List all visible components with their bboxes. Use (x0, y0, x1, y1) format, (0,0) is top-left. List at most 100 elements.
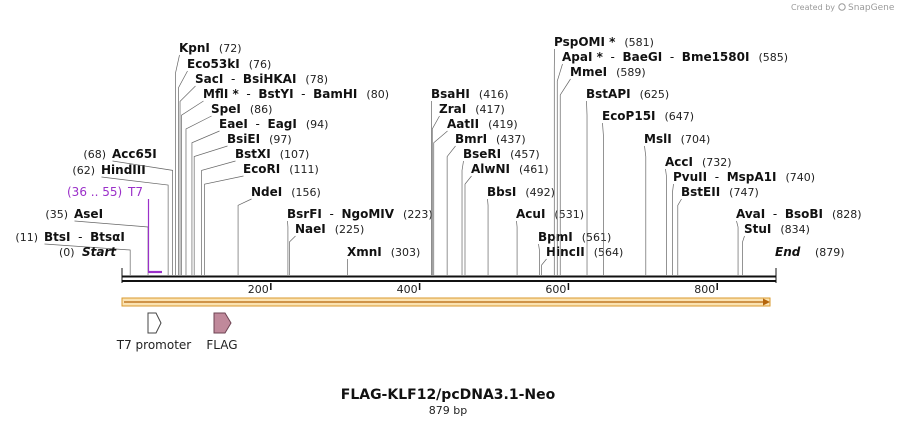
site-label: AatII (419) (447, 117, 518, 131)
site-label: AseI (74, 207, 103, 221)
site-name: StuI (744, 222, 771, 236)
site-label: HindIII (101, 163, 146, 177)
site-msli[interactable]: MslI (704) (644, 132, 710, 275)
site-ecori[interactable]: EcoRI (111) (204, 162, 319, 275)
site-name: XmnI (347, 245, 382, 259)
site-hincii[interactable]: HincII (564) (541, 245, 624, 275)
site-name: AcuI (516, 207, 545, 221)
site-label: MflI * - BstYI - BamHI (80) (203, 87, 389, 101)
site-naei[interactable]: NaeI (225) (289, 222, 364, 275)
site-kpni[interactable]: KpnI (72) (175, 41, 242, 275)
primer-t7-label: T7 (127, 185, 143, 199)
site-saci[interactable]: SacI - BsiHKAI (78) (179, 72, 328, 275)
site-pspomi[interactable]: PspOMI * (581) (553, 35, 654, 275)
site-name: NaeI (295, 222, 326, 236)
site-zrai[interactable]: ZraI (417) (431, 102, 505, 275)
site-bsteii[interactable]: BstEII (747) (677, 185, 759, 275)
primer-t7[interactable]: (36 .. 55) T7 (67, 185, 162, 274)
site-name-separator: - (248, 117, 268, 131)
site-leader-line (602, 122, 604, 275)
site-position: (86) (250, 103, 273, 116)
site-leader-line (185, 115, 212, 275)
site-mmei[interactable]: MmeI (589) (559, 65, 646, 275)
site-btsi[interactable]: BtsI - BtsαI (11) (15, 230, 131, 275)
site-ndei[interactable]: NdeI (156) (237, 185, 321, 275)
site-name: HincII (546, 245, 585, 259)
site-spei[interactable]: SpeI (86) (185, 102, 273, 275)
orf-track[interactable] (121, 297, 771, 307)
site-apai[interactable]: ApaI * - BaeGI - Bme1580I (585) (556, 50, 788, 275)
site-label: HincII (564) (546, 245, 623, 259)
site-name: EagI (268, 117, 297, 131)
site-position: (828) (832, 208, 862, 221)
site-label: SacI - BsiHKAI (78) (195, 72, 328, 86)
site-name-separator: - (765, 207, 785, 221)
site-name-separator: - (239, 87, 259, 101)
site-eaei[interactable]: EaeI - EagI (94) (191, 117, 329, 275)
site-name: Acc65I (112, 147, 157, 161)
site-leader-line (461, 160, 464, 275)
site-mfli[interactable]: MflI * - BstYI - BamHI (80) (181, 87, 389, 275)
site-name: PvuII (673, 170, 707, 184)
site-position: (461) (519, 163, 549, 176)
site-label: NdeI (156) (251, 185, 321, 199)
site-avai[interactable]: AvaI - BsoBI (828) (736, 207, 862, 275)
site-name-separator: - (223, 72, 243, 86)
snapgene-credit: Created by SnapGene (791, 3, 895, 13)
site-aatii[interactable]: AatII (419) (433, 117, 518, 275)
site-name: BstEII (681, 185, 720, 199)
feature-flag[interactable]: FLAG (206, 312, 238, 352)
site-name: BbsI (487, 185, 516, 199)
site-eco53ki[interactable]: Eco53kI (76) (178, 57, 272, 275)
credit-brand: SnapGene (848, 3, 895, 13)
site-bmri[interactable]: BmrI (437) (446, 132, 526, 275)
site-label: BsaHI (416) (431, 87, 509, 101)
site-position: (78) (305, 73, 328, 86)
site-leader-line (237, 198, 252, 275)
site-acui[interactable]: AcuI (531) (516, 207, 584, 275)
site-name: AlwNI (471, 162, 510, 176)
site-bbsi[interactable]: BbsI (492) (487, 185, 555, 275)
site-position: (732) (702, 156, 732, 169)
site-name: AccI (665, 155, 693, 169)
site-position: (35) (45, 208, 68, 221)
site-ecop15i[interactable]: EcoP15I (647) (602, 109, 694, 275)
site-leader-line (644, 145, 647, 275)
site-leader-line (433, 130, 448, 275)
site-position: (416) (479, 88, 509, 101)
site-bsahi[interactable]: BsaHI (416) (431, 87, 509, 275)
ruler-tick-label: 200 (248, 283, 269, 296)
site-bpmi[interactable]: BpmI (561) (538, 230, 611, 275)
site-name: PspOMI * (554, 35, 616, 49)
site-label: BmrI (437) (455, 132, 526, 146)
site-xmni[interactable]: XmnI (303) (347, 245, 420, 275)
site-name: KpnI (179, 41, 210, 55)
site-leader-line (559, 78, 571, 275)
site-name: EcoP15I (602, 109, 656, 123)
site-stui[interactable]: StuI (834) (742, 222, 810, 275)
site-alwni[interactable]: AlwNI (461) (464, 162, 549, 275)
site-name-separator: - (707, 170, 727, 184)
site-bstxi[interactable]: BstXI (107) (201, 147, 310, 275)
site-pvuii[interactable]: PvuII - MspA1I (740) (672, 170, 815, 275)
site-position: (625) (640, 88, 670, 101)
site-name: BamHI (313, 87, 357, 101)
site-bseri[interactable]: BseRI (457) (461, 147, 540, 275)
site-position: (62) (72, 164, 95, 177)
site-hindiii[interactable]: HindIII (62) (72, 163, 169, 275)
site-position: (68) (83, 148, 106, 161)
site-bsrfi[interactable]: BsrFI - NgoMIV (223) (287, 207, 433, 275)
site-bsiei[interactable]: BsiEI (97) (193, 132, 292, 275)
site-acci[interactable]: AccI (732) (665, 155, 732, 275)
site-bstapi[interactable]: BstAPI (625) (586, 87, 669, 275)
site-acc65i[interactable]: Acc65I (68) (83, 147, 173, 275)
site-leader-line (672, 183, 674, 275)
site-name: BsrFI (287, 207, 322, 221)
feature-t7-promoter-label: T7 promoter (116, 338, 192, 352)
feature-t7-promoter[interactable]: T7 promoter (116, 312, 192, 352)
site-name: EaeI (219, 117, 248, 131)
flag-arrow-icon (213, 312, 232, 334)
site-leader-line (44, 243, 131, 275)
site-label: BsiEI (97) (227, 132, 292, 146)
